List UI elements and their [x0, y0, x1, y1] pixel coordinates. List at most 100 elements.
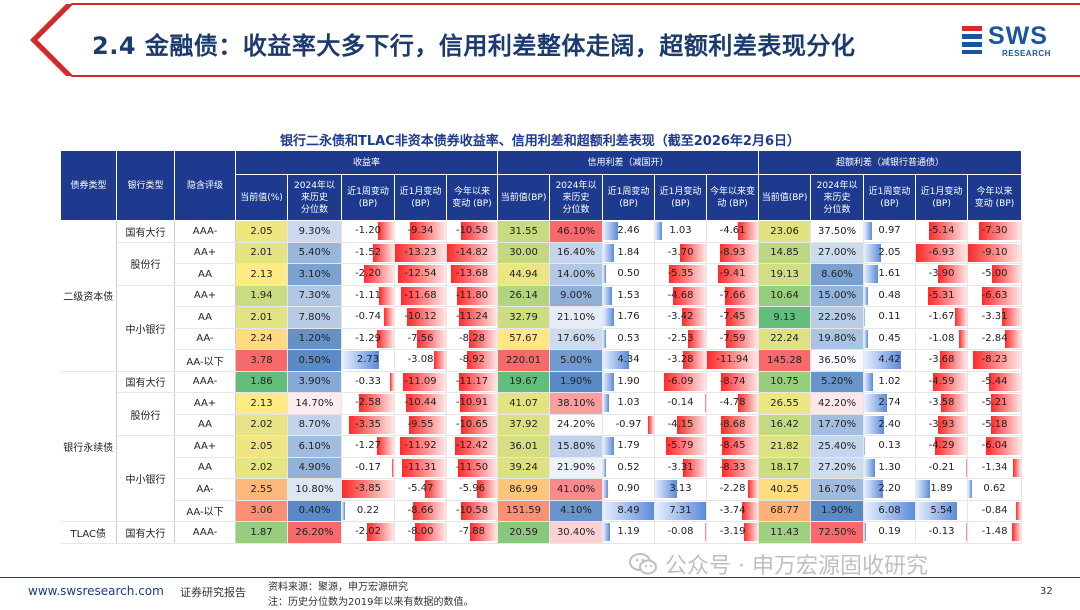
cell-bond-type: 二级资本债 [60, 220, 117, 372]
data-cell: -8.45 [706, 435, 760, 458]
change-value: -0.21 [928, 461, 955, 473]
change-bar [603, 286, 613, 305]
col-header: 近1周变动 (BP) [863, 174, 917, 221]
change-bar [655, 222, 663, 241]
footer-note-line: 注：历史分位数为2019年以来有数据的数值。 [268, 597, 474, 608]
group-yield: 收益率 [234, 150, 499, 175]
data-cell: 151.59 [497, 500, 551, 522]
cell-rating: AA+ [174, 242, 236, 264]
change-bar [682, 308, 706, 327]
change-bar [648, 415, 654, 434]
data-cell: 16.42 [758, 414, 812, 436]
data-cell: 36.01 [497, 435, 551, 458]
change-bar [864, 308, 865, 327]
change-bar [376, 437, 394, 456]
data-cell: 15.00% [810, 285, 865, 307]
change-bar [373, 243, 394, 262]
logo-text: SWS [988, 22, 1048, 50]
data-cell: -5.44 [967, 371, 1023, 393]
change-bar [424, 480, 446, 499]
col-header: 当前值(%) [235, 174, 288, 221]
change-value: -2.53 [667, 332, 694, 344]
data-cell: 0.97 [863, 220, 917, 243]
change-bar [726, 308, 759, 327]
data-cell: 8.60% [810, 263, 865, 286]
change-bar [737, 394, 759, 413]
data-cell: -8.92 [446, 349, 499, 372]
change-bar [1016, 501, 1022, 520]
data-cell: -10.65 [446, 414, 499, 436]
data-cell: 4.42 [863, 349, 917, 372]
table-row: 银行永续债 国有大行 AAA- 1.86 3.90% -0.33 -11.09 -11.17 1… [60, 371, 1023, 522]
data-cell: 9.30% [287, 220, 342, 243]
data-cell: -8.28 [446, 328, 499, 350]
data-cell: -7.56 [394, 328, 447, 350]
watermark-text: 公众号 · 申万宏源固收研究 [665, 554, 928, 579]
footer-url[interactable]: www.swsresearch.com [28, 584, 164, 598]
change-bar [409, 415, 446, 434]
data-cell: -11.94 [706, 349, 760, 372]
data-cell: 4.34 [602, 349, 656, 372]
change-value: -9.41 [719, 268, 746, 280]
change-bar [682, 458, 706, 477]
change-bar [677, 415, 706, 434]
data-cell: -2.84 [967, 328, 1023, 350]
change-bar [938, 415, 968, 434]
change-bar [459, 372, 497, 391]
change-value: 0.90 [617, 483, 640, 495]
data-cell: -5.18 [967, 414, 1023, 436]
change-bar [655, 501, 707, 520]
data-cell: 0.48 [863, 285, 917, 307]
change-bar [864, 437, 866, 456]
data-cell: -3.31 [654, 457, 708, 479]
data-cell: -8.33 [706, 457, 760, 479]
data-cell: -7.88 [446, 521, 499, 544]
change-value: -3.90 [928, 268, 955, 280]
data-cell: 2.05 [863, 242, 917, 264]
data-cell: -13.68 [446, 263, 499, 286]
data-cell: 1.79 [602, 435, 656, 458]
change-value: -8.68 [719, 418, 746, 430]
data-cell: 68.77 [758, 500, 812, 522]
data-cell: 24.20% [549, 414, 604, 436]
change-value: 0.22 [356, 504, 380, 516]
change-bar [359, 394, 394, 413]
data-cell: 5.40% [287, 242, 342, 264]
data-cell: -4.59 [915, 371, 969, 393]
data-cell: -7.45 [706, 306, 760, 329]
change-bar [458, 458, 497, 477]
data-cell: 8.70% [287, 414, 342, 436]
data-cell: -4.29 [915, 435, 969, 458]
change-bar [395, 243, 446, 262]
change-bar [603, 372, 615, 391]
change-bar [864, 329, 868, 348]
change-value: 0.52 [617, 461, 640, 473]
data-cell: 20.59 [497, 521, 551, 544]
change-value: -1.11 [355, 289, 381, 301]
data-cell: 1.94 [235, 285, 288, 307]
change-value: -8.45 [719, 440, 746, 452]
col-header: 近1周变动 (BP) [341, 174, 395, 221]
data-cell: 3.10% [287, 263, 342, 286]
data-cell: 0.11 [863, 306, 917, 329]
data-cell: -8.93 [706, 242, 760, 264]
change-value: -12.54 [404, 268, 437, 280]
cell-bank-type: 国有大行 [116, 371, 175, 393]
change-value: -7.56 [407, 332, 434, 344]
change-bar [603, 265, 607, 284]
table-row: AA-以下 3.78 0.50% 2.73 -3.08 -8.92 220.01 5.00% 4… [61, 349, 1023, 372]
data-cell: -10.58 [446, 500, 499, 522]
data-cell: 9.13 [758, 306, 812, 329]
data-cell: 2.02 [235, 414, 288, 436]
change-value: -5.14 [928, 225, 955, 237]
change-bar [916, 501, 957, 520]
change-bar [707, 351, 759, 370]
data-cell: 1.20% [287, 328, 342, 350]
change-value: -3.31 [981, 311, 1008, 323]
change-bar [400, 437, 446, 456]
change-bar [959, 329, 968, 348]
change-value: -5.31 [928, 289, 955, 301]
cell-rating: AA+ [174, 285, 236, 307]
data-cell: 27.00% [810, 242, 865, 264]
change-bar [457, 286, 497, 305]
